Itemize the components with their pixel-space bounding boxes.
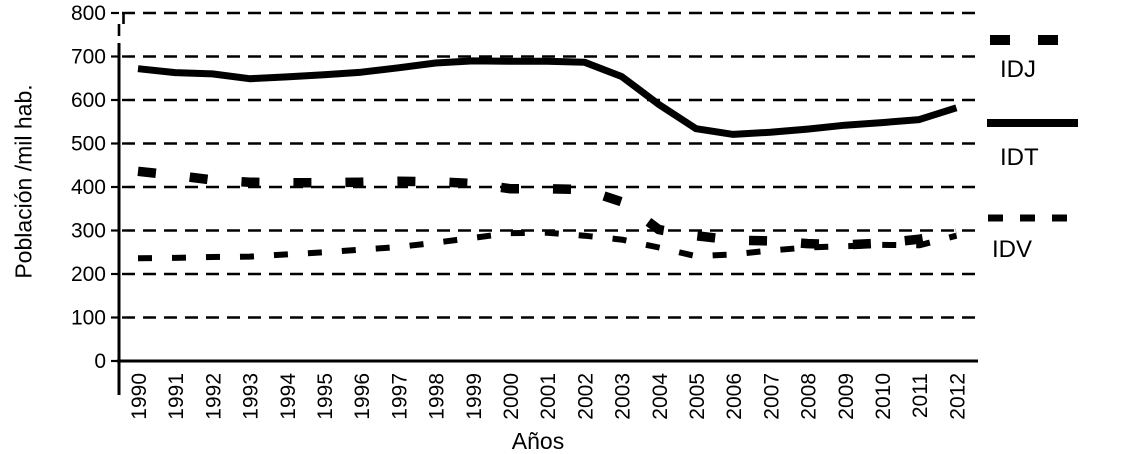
svg-text:2012: 2012 (946, 373, 969, 420)
svg-text:2002: 2002 (574, 373, 597, 420)
svg-text:1997: 1997 (388, 373, 411, 420)
svg-text:700: 700 (71, 46, 106, 69)
svg-text:1991: 1991 (165, 373, 188, 420)
svg-text:0: 0 (94, 350, 106, 373)
svg-text:100: 100 (71, 307, 106, 330)
svg-text:1992: 1992 (202, 373, 225, 420)
legend-swatch-idt-solid-line (987, 119, 1078, 127)
series-line-idv (137, 229, 958, 262)
svg-text:2009: 2009 (835, 373, 858, 420)
svg-text:1999: 1999 (463, 373, 486, 420)
legend-label-idv: IDV (992, 236, 1033, 263)
y-ticks (111, 11, 119, 363)
legend-swatch-idj-dashed-line (990, 35, 1076, 45)
svg-text:200: 200 (71, 263, 106, 286)
svg-text:2010: 2010 (872, 373, 895, 420)
svg-text:1995: 1995 (314, 373, 337, 420)
svg-text:2000: 2000 (500, 373, 523, 420)
svg-text:2008: 2008 (798, 373, 821, 420)
x-year-labels: 1990 1991 1992 1993 1994 1995 1996 1997 1998 1999… (128, 373, 969, 420)
y-axis-title: Población /mil hab. (10, 84, 37, 279)
x-axis-title: Años (511, 428, 565, 454)
svg-text:1996: 1996 (351, 373, 374, 420)
svg-text:600: 600 (71, 89, 106, 112)
legend-label-idt: IDT (1000, 144, 1039, 171)
svg-text:2001: 2001 (537, 373, 560, 420)
svg-text:1998: 1998 (426, 373, 449, 420)
svg-text:2005: 2005 (686, 373, 709, 420)
svg-text:2007: 2007 (760, 373, 783, 420)
svg-text:1993: 1993 (240, 373, 263, 420)
axis-decorations (117, 13, 125, 36)
legend-label-idj: IDJ (1000, 56, 1036, 83)
svg-text:2006: 2006 (723, 373, 746, 420)
svg-text:2004: 2004 (649, 373, 672, 420)
svg-text:800: 800 (71, 2, 106, 25)
svg-text:500: 500 (71, 133, 106, 156)
svg-text:1990: 1990 (128, 373, 151, 420)
series-line-idt (137, 57, 958, 138)
svg-text:1994: 1994 (277, 373, 300, 420)
svg-text:2011: 2011 (909, 373, 932, 418)
svg-text:400: 400 (71, 176, 106, 199)
svg-text:2003: 2003 (612, 373, 635, 420)
legend-swatch-idv-dashed-line (988, 214, 1072, 222)
svg-text:300: 300 (71, 220, 106, 243)
y-tick-labels: 0 100 200 300 400 500 600 700 800 (71, 2, 106, 373)
